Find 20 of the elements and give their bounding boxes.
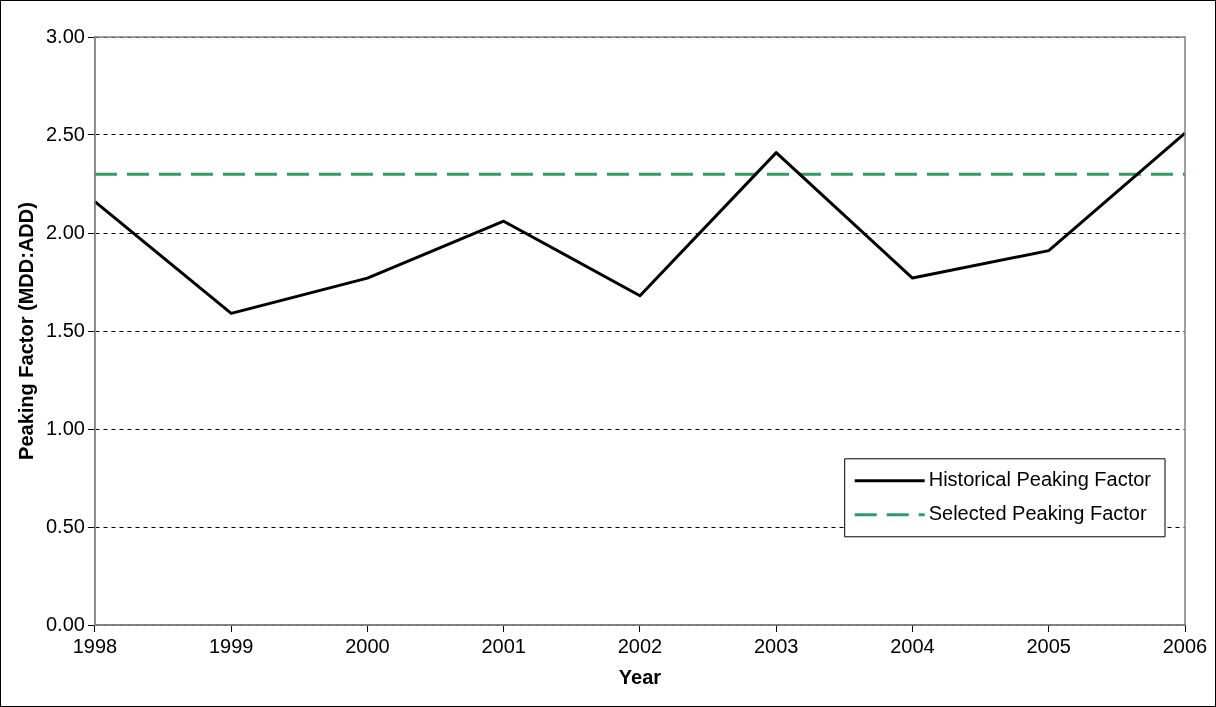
legend-label: Selected Peaking Factor bbox=[928, 502, 1147, 525]
x-tick-label: 2000 bbox=[345, 634, 390, 657]
y-tick-label: 1.50 bbox=[45, 318, 85, 341]
x-tick-label: 1999 bbox=[208, 634, 254, 657]
y-tick-label: 3.00 bbox=[45, 24, 85, 47]
x-tick-label: 2005 bbox=[1026, 634, 1071, 657]
x-tick-label: 2004 bbox=[890, 634, 935, 657]
x-tick-label: 2001 bbox=[481, 634, 526, 657]
y-tick-label: 0.00 bbox=[45, 612, 85, 635]
x-axis-title: Year bbox=[618, 665, 662, 688]
y-axis-title: Peaking Factor (MDD:ADD) bbox=[14, 202, 37, 460]
y-tick-label: 2.00 bbox=[45, 220, 85, 243]
legend-label: Historical Peaking Factor bbox=[928, 468, 1152, 491]
x-tick-label: 2002 bbox=[617, 634, 663, 657]
y-tick-label: 0.50 bbox=[45, 514, 85, 537]
x-tick-label: 2006 bbox=[1162, 634, 1208, 657]
y-tick-label: 1.00 bbox=[45, 416, 85, 439]
x-tick-label: 2003 bbox=[753, 634, 799, 657]
x-tick-label: 1998 bbox=[72, 634, 118, 657]
y-tick-label: 2.50 bbox=[45, 122, 85, 145]
